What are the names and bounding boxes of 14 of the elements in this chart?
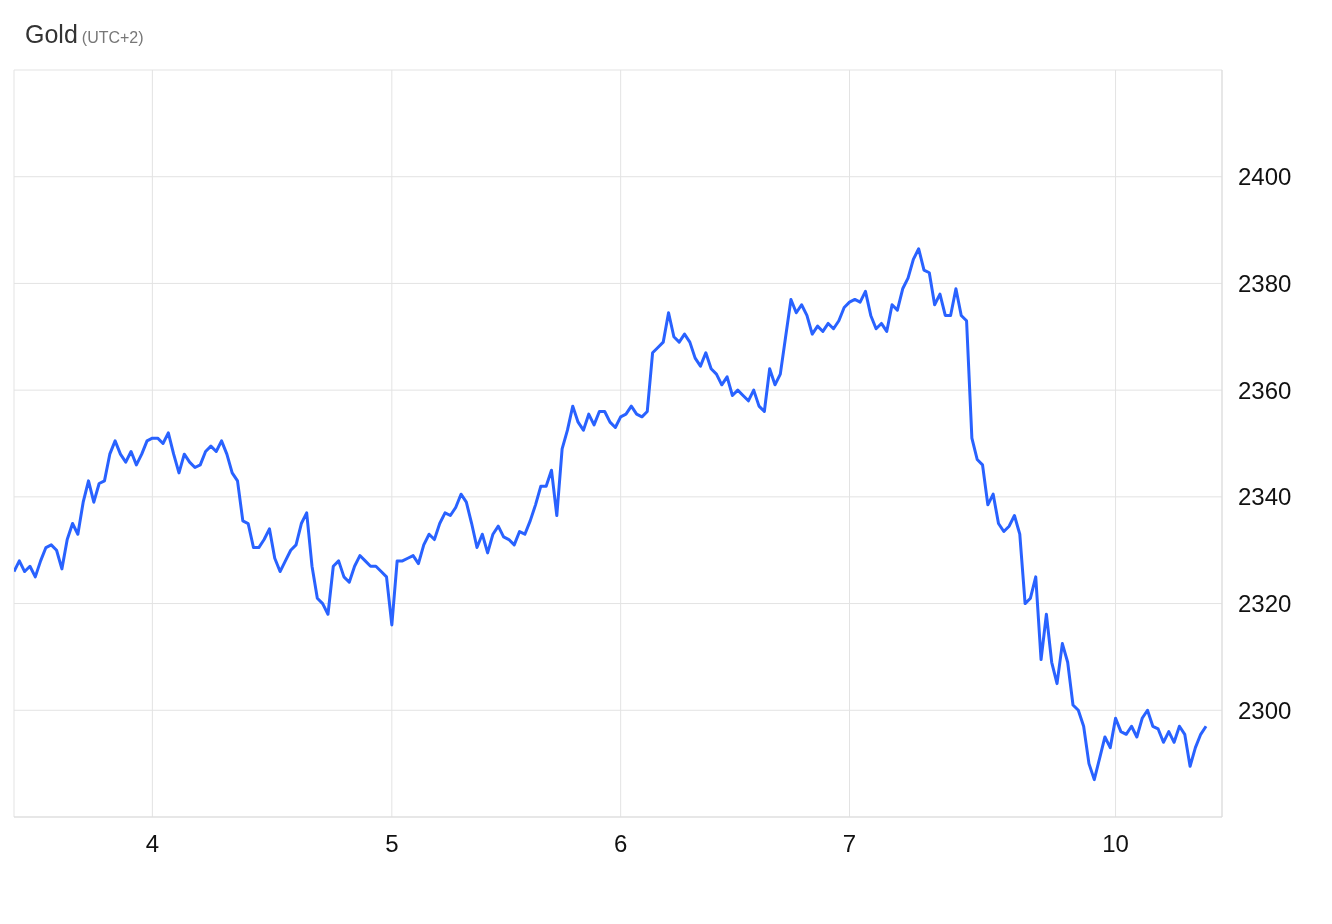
chart-subtitle: (UTC+2) <box>81 29 144 46</box>
x-tick-label: 4 <box>145 830 160 858</box>
y-tick-label: 2380 <box>1238 269 1292 297</box>
y-tick-label: 2360 <box>1238 376 1292 404</box>
y-tick-label: 2400 <box>1238 163 1292 191</box>
line-series <box>14 247 1208 782</box>
x-tick-label: 6 <box>613 830 628 858</box>
x-tick-label: 10 <box>1102 830 1129 858</box>
x-tick-label: 5 <box>385 830 399 858</box>
y-tick-label: 2340 <box>1238 483 1292 511</box>
x-tick-label: 7 <box>842 830 857 858</box>
y-tick-label: 2300 <box>1238 696 1292 724</box>
y-tick-label: 2320 <box>1238 590 1292 618</box>
chart-title: Gold <box>25 20 78 48</box>
